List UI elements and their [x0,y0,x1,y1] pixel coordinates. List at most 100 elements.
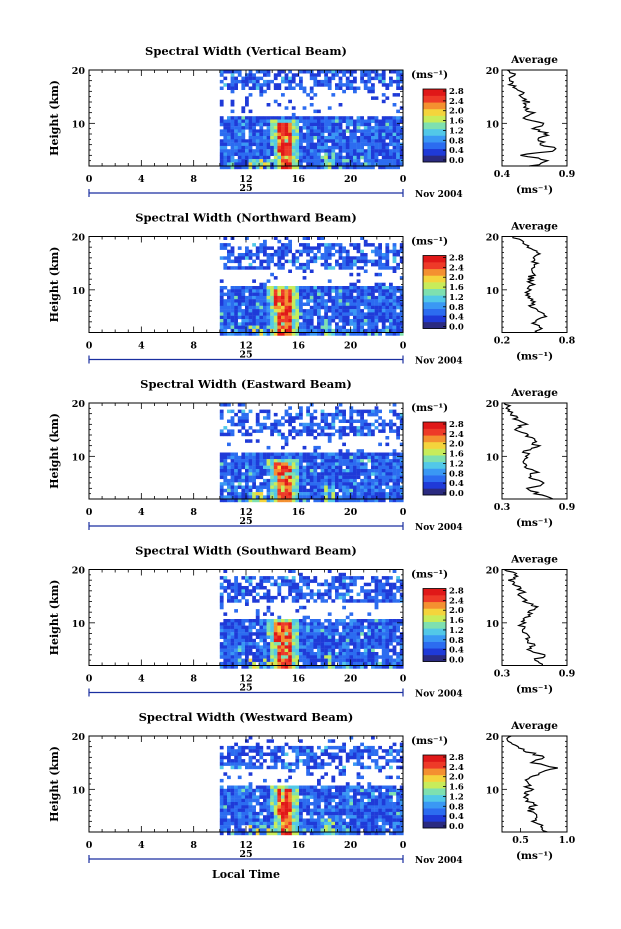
heatmap-cell [335,465,339,470]
colorbar-segment [423,641,446,649]
heatmap-cell [363,139,368,143]
heatmap-cell [324,152,328,156]
heatmap-cell [320,475,325,480]
heatmap-cell [317,162,321,166]
heatmap-cell [245,625,249,630]
heatmap-cell [288,312,292,316]
heatmap-cell [399,452,404,456]
heatmap-cell [396,319,400,323]
heatmap-cell [338,419,343,423]
heatmap-cell [237,129,242,133]
heatmap-cell [317,286,321,290]
heatmap-cell [324,139,328,143]
heatmap-cell [385,592,390,597]
heatmap-cell [255,488,260,493]
heatmap-cell [320,299,325,303]
heatmap-cell [356,249,361,254]
heatmap-cell [295,83,300,87]
heatmap-cell [374,599,379,603]
heatmap-cell [353,305,357,310]
heatmap-cell [342,322,346,326]
heatmap-cell [320,498,325,503]
heatmap-cell [230,798,235,803]
heatmap-cell [306,132,310,137]
heatmap-cell [245,599,249,603]
heatmap-cell [227,638,231,643]
heatmap-cell [281,312,285,316]
heatmap-cell [273,328,278,333]
heatmap-cell [327,155,332,160]
colorbar-segment [423,648,446,656]
heatmap-cell [320,132,325,137]
heatmap-cell [230,808,235,813]
heatmap-cell [234,825,238,829]
heatmap-cell [255,429,260,433]
heatmap-cell [381,419,386,423]
heatmap-cell [302,70,307,74]
heatmap-cell [302,106,307,110]
heatmap-cell [335,412,339,417]
heatmap-cell [248,622,253,626]
heatmap-cell [363,165,368,170]
heatmap-cell [288,136,292,140]
heatmap-cell [317,665,321,669]
heatmap-cell [299,478,303,483]
heatmap-cell [234,119,238,123]
heatmap-cell [248,109,253,114]
heatmap-cell [227,319,231,323]
heatmap-cell [374,96,379,100]
heatmap-cell [284,73,289,77]
heatmap-cell [263,328,267,333]
heatmap-cell [291,569,296,573]
heatmap-cell [353,459,357,463]
colorbar-tick-label: 0.8 [449,636,464,646]
heatmap-cell [248,619,253,623]
heatmap-cell [248,632,253,636]
heatmap-cell [396,76,400,81]
heatmap-cell [291,459,296,463]
heatmap-cell [219,256,224,260]
heatmap-cell [385,129,390,133]
heatmap-cell [245,498,249,503]
heatmap-cell [245,249,249,254]
heatmap-cell [237,416,242,420]
heatmap-cell [223,619,228,623]
heatmap-cell [245,325,249,330]
heatmap-cell [396,266,400,270]
heatmap-cell [234,609,238,613]
heatmap-cell [342,599,346,603]
heatmap-cell [309,305,314,310]
heatmap-cell [299,325,303,330]
avg-unit-label: (ms⁻¹) [516,184,553,196]
heatmap-cell [338,488,343,493]
heatmap-cell [385,126,390,130]
heatmap-cell [392,79,397,84]
heatmap-cell [270,619,274,623]
heatmap-cell [284,328,289,333]
heatmap-cell [324,328,328,333]
heatmap-cell [389,129,393,133]
heatmap-cell [381,628,386,633]
heatmap-cell [248,289,253,293]
heatmap-cell [345,462,350,466]
heatmap-cell [345,76,350,81]
heatmap-cell [237,775,242,780]
heatmap-cell [302,648,307,653]
heatmap-cell [392,295,397,300]
heatmap-cell [302,622,307,626]
heatmap-cell [245,162,249,166]
heatmap-cell [284,488,289,493]
avg-x-tick-label: 0.8 [559,336,576,347]
heatmap-cell [335,625,339,630]
heatmap-cell [317,642,321,646]
heatmap-cell [219,485,224,489]
heatmap-cell [371,149,375,153]
heatmap-cell [245,645,249,649]
heatmap-cell [219,152,224,156]
heatmap-cell [241,322,246,326]
heatmap-cell [219,79,224,84]
heatmap-cell [381,462,386,466]
heatmap-cell [349,259,354,264]
heatmap-cell [360,628,364,633]
heatmap-cell [245,632,249,636]
